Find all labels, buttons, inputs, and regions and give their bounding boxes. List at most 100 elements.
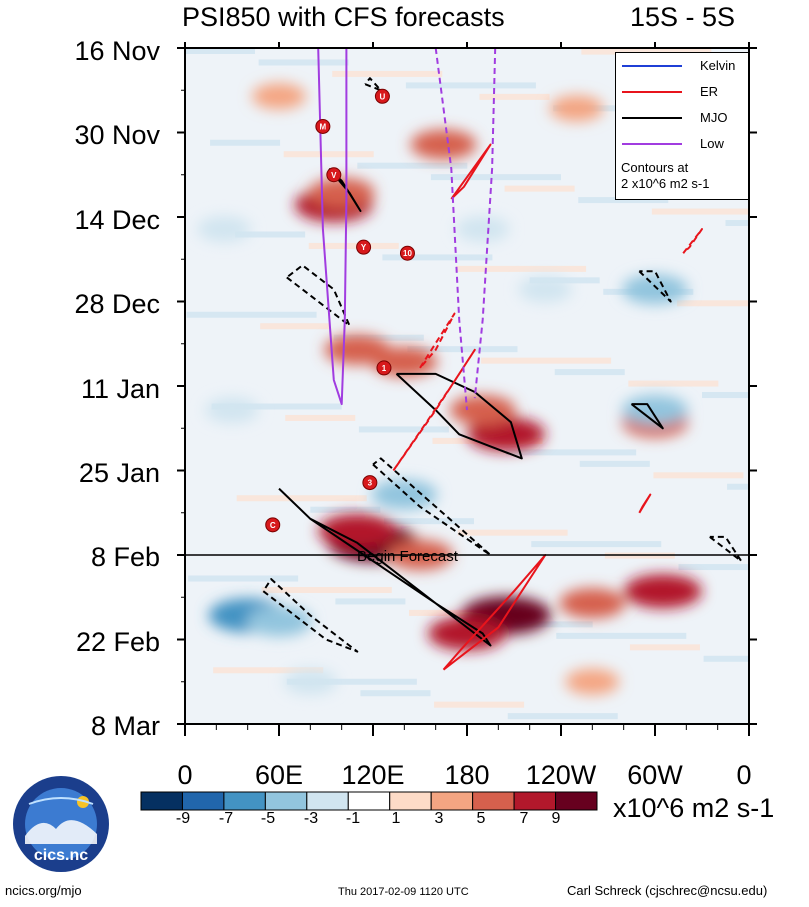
- er-dashed-dec: [419, 312, 456, 369]
- legend-note: Contours at 2 x10^6 m2 s-1: [621, 160, 709, 192]
- y-tick-label: 16 Nov: [74, 36, 160, 66]
- legend-item-mjo: MJO: [616, 108, 748, 128]
- storm-marker-dot: [315, 118, 331, 134]
- storm-marker: 1: [376, 360, 392, 376]
- storm-marker-dot: [265, 517, 281, 533]
- er-dashed-east: [682, 228, 703, 254]
- anomaly-blob: [371, 479, 438, 510]
- background-texture: [186, 311, 317, 318]
- background-texture: [332, 70, 443, 77]
- background-texture: [260, 323, 331, 330]
- anomaly-blob: [549, 95, 604, 122]
- mjo-dashed-east-feb: [709, 535, 743, 562]
- background-texture: [286, 678, 417, 685]
- er-contour-feb: [442, 554, 547, 671]
- background-texture: [579, 460, 650, 467]
- colorbar-swatch: [389, 791, 432, 811]
- storm-marker: Y: [356, 239, 372, 255]
- anomaly-blob: [559, 588, 626, 619]
- anomaly-blob: [205, 397, 259, 424]
- anomaly-blob: [283, 668, 338, 695]
- storm-marker-label: M: [320, 122, 327, 131]
- chart-title: PSI850 with CFS forecasts: [182, 2, 505, 32]
- colorbar-swatch: [223, 791, 266, 811]
- mjo-dashed-nov: [364, 77, 382, 92]
- background-texture: [236, 495, 367, 502]
- y-tick-label: 14 Dec: [74, 205, 160, 235]
- background-texture: [335, 598, 406, 605]
- background-texture: [235, 231, 306, 238]
- legend-label: MJO: [700, 110, 728, 125]
- background-texture: [285, 414, 356, 421]
- mjo-dashed-jan: [372, 457, 492, 556]
- legend-swatch-mjo: [622, 117, 682, 119]
- colorbar-swatch: [306, 791, 349, 811]
- anomaly-blob: [318, 513, 397, 548]
- anomaly-blob: [623, 574, 702, 609]
- legend: Kelvin ER MJO Low Contours at 2 x10^6 m2…: [615, 52, 749, 200]
- colorbar-swatch: [140, 791, 183, 811]
- storm-marker-label: V: [331, 171, 337, 180]
- anomaly-blob: [455, 216, 510, 243]
- anomaly-blob: [197, 216, 252, 243]
- background-texture: [383, 518, 474, 525]
- storm-marker-dot: [399, 245, 415, 261]
- storm-marker: 10: [399, 245, 415, 261]
- colorbar-label: 9: [551, 810, 561, 827]
- storm-marker-dot: [376, 360, 392, 376]
- background-texture: [676, 300, 749, 307]
- colorbar-swatch: [472, 791, 515, 811]
- background-texture: [357, 162, 468, 169]
- x-tick-label: 120E: [341, 760, 405, 790]
- background-texture: [531, 541, 662, 548]
- low-dashed-1: [434, 48, 468, 411]
- low-dashed-2: [473, 48, 497, 399]
- footer-url: ncics.org/mjo: [5, 883, 82, 898]
- footer-timestamp: Thu 2017-02-09 1120 UTC: [338, 886, 469, 898]
- logo-text: cics.nc: [34, 847, 88, 864]
- colorbar-swatch: [347, 791, 391, 811]
- anomaly-blob: [308, 177, 375, 208]
- mjo-dashed-dec: [286, 264, 351, 327]
- colorbar-swatch: [181, 791, 225, 811]
- colorbar-swatch: [555, 791, 598, 811]
- colorbar-label: -9: [175, 810, 191, 827]
- storm-marker: C: [265, 517, 281, 533]
- legend-swatch-low: [622, 143, 682, 145]
- legend-swatch-kelvin: [622, 65, 682, 67]
- legend-note-line: 2 x10^6 m2 s-1: [621, 176, 710, 191]
- background-texture: [581, 48, 712, 55]
- anomaly-blob: [518, 276, 573, 303]
- er-contour-dec: [450, 143, 492, 200]
- background-texture: [725, 220, 749, 227]
- anomaly-blob: [467, 417, 546, 452]
- y-tick-label: 8 Feb: [90, 542, 160, 572]
- legend-item-kelvin: Kelvin: [616, 56, 748, 76]
- anomaly-blob: [252, 83, 306, 110]
- y-tick-label: 30 Nov: [74, 120, 160, 150]
- background-texture: [409, 609, 500, 616]
- begin-forecast-label: Begin Forecast: [357, 548, 458, 565]
- background-texture: [653, 472, 744, 479]
- background-texture: [185, 48, 255, 54]
- background-texture: [213, 667, 324, 674]
- background-texture: [456, 265, 587, 272]
- background-texture: [211, 403, 342, 410]
- background-texture: [507, 713, 618, 720]
- background-texture: [702, 392, 749, 399]
- legend-label: Low: [700, 136, 724, 151]
- colorbar-units: x10^6 m2 s-1: [613, 793, 775, 823]
- storm-marker-label: 1: [382, 364, 387, 373]
- background-texture: [556, 632, 687, 639]
- x-tick-label: 60E: [254, 760, 304, 790]
- background-texture: [310, 506, 381, 513]
- x-tick-label: 180: [444, 760, 490, 790]
- background-texture: [481, 357, 612, 364]
- legend-label: Kelvin: [700, 58, 736, 73]
- er-dashed-jan: [392, 348, 476, 472]
- colorbar-label: 1: [391, 810, 401, 827]
- storm-marker-label: C: [270, 521, 276, 530]
- colorbar-label: -7: [218, 810, 234, 827]
- background-texture: [628, 380, 719, 387]
- background-texture: [382, 254, 493, 261]
